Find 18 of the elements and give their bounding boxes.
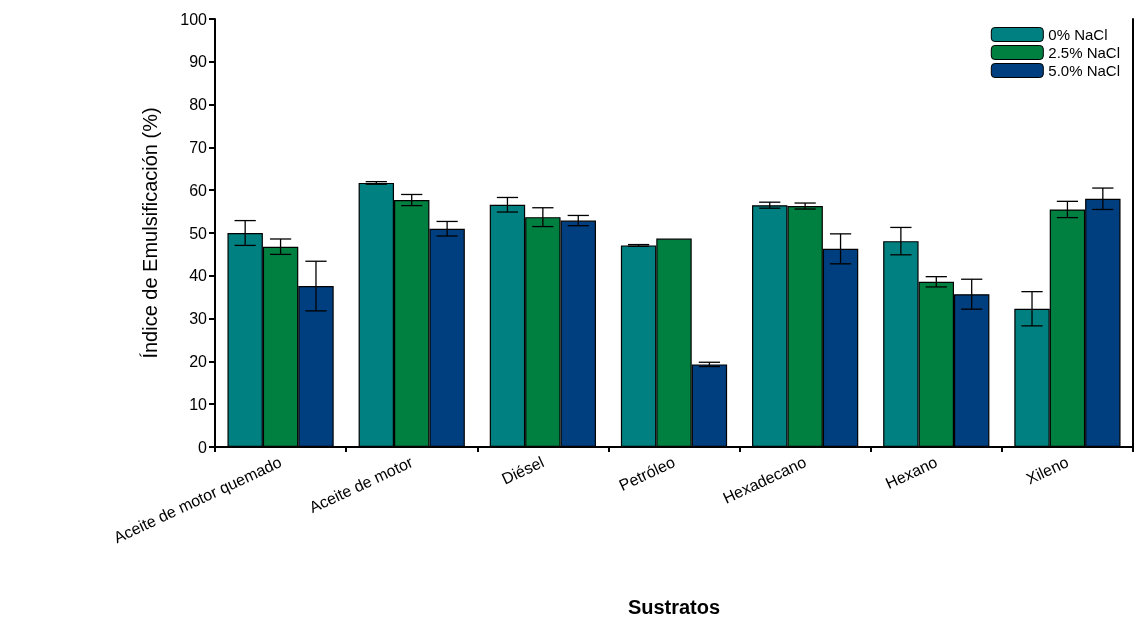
y-tick-label: 80 [189, 96, 208, 114]
y-tick-label: 70 [189, 138, 208, 156]
y-tick-label: 50 [189, 224, 208, 242]
legend-label: 5.0% NaCl [1048, 62, 1121, 79]
y-tick-label: 30 [189, 310, 208, 328]
legend-label: 0% NaCl [1048, 26, 1108, 43]
y-tick-label: 10 [189, 395, 208, 413]
x-tick-label: Xileno [1023, 453, 1072, 488]
x-tick-label: Aceite de motor [306, 453, 416, 517]
y-tick-label: 90 [189, 53, 208, 71]
y-tick-label: 100 [180, 10, 208, 28]
y-axis-title: Índice de Emulsificación (%) [139, 107, 161, 359]
y-tick-label: 0 [198, 438, 208, 456]
legend-label: 2.5% NaCl [1048, 44, 1121, 61]
y-tick-label: 40 [189, 267, 208, 285]
y-tick-label: 20 [189, 352, 208, 370]
y-tick-label: 60 [189, 181, 208, 199]
x-axis-title: Sustratos [627, 596, 721, 618]
